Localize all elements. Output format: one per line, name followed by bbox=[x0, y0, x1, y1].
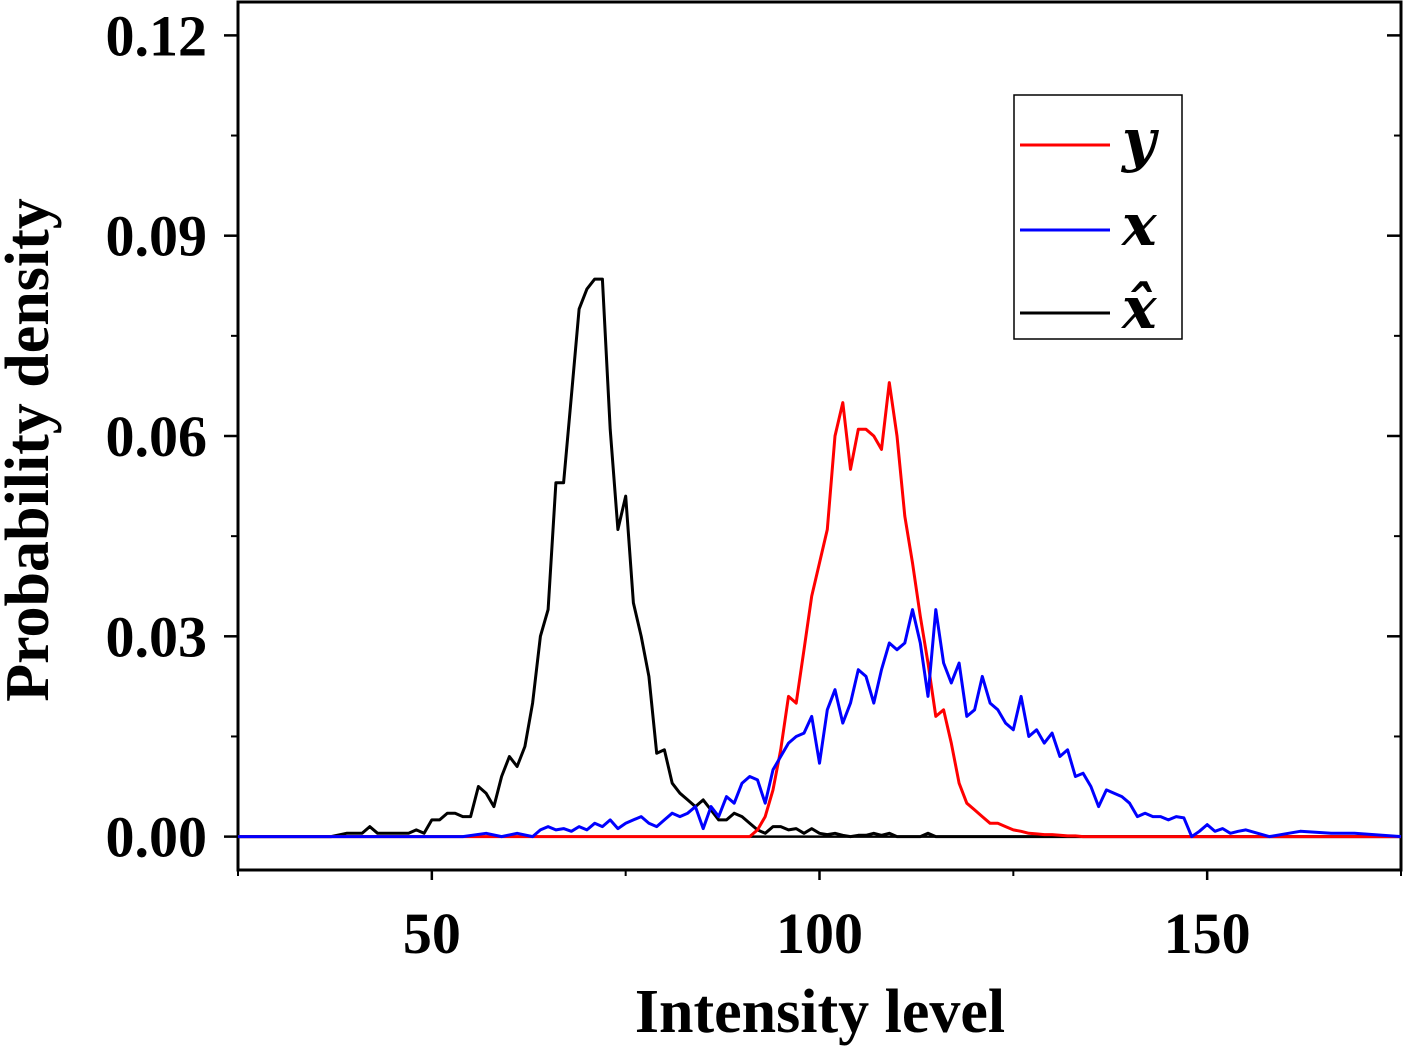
series-line-x bbox=[238, 608, 1402, 839]
legend: y x x̂ bbox=[1013, 94, 1183, 342]
axis-ticks bbox=[224, 34, 1402, 880]
y-tick-label: 0.09 bbox=[106, 204, 208, 269]
y-axis-title: Probability density bbox=[0, 198, 62, 702]
y-tick-label: 0.06 bbox=[106, 404, 208, 469]
x-axis-title: Intensity level bbox=[635, 978, 1005, 1046]
x-tick-label: 100 bbox=[776, 901, 863, 966]
series-line-x-hat bbox=[238, 277, 1401, 839]
y-tick-label: 0.00 bbox=[106, 805, 208, 870]
y-tick-label: 0.03 bbox=[106, 604, 208, 669]
legend-label-x-hat: x̂ bbox=[1120, 274, 1158, 342]
legend-label-y: y bbox=[1120, 106, 1160, 174]
series-layer bbox=[238, 277, 1402, 839]
plot-frame bbox=[236, 0, 1403, 872]
legend-label-x: x bbox=[1120, 191, 1158, 259]
series-line-y bbox=[238, 381, 1401, 839]
y-tick-label: 0.12 bbox=[106, 3, 208, 68]
x-tick-label: 50 bbox=[403, 901, 461, 966]
legend-box bbox=[1013, 94, 1183, 340]
axis-tick-labels: 50 100 150 0.00 0.03 0.06 0.09 0.12 bbox=[106, 3, 1251, 966]
x-tick-label: 150 bbox=[1164, 901, 1251, 966]
